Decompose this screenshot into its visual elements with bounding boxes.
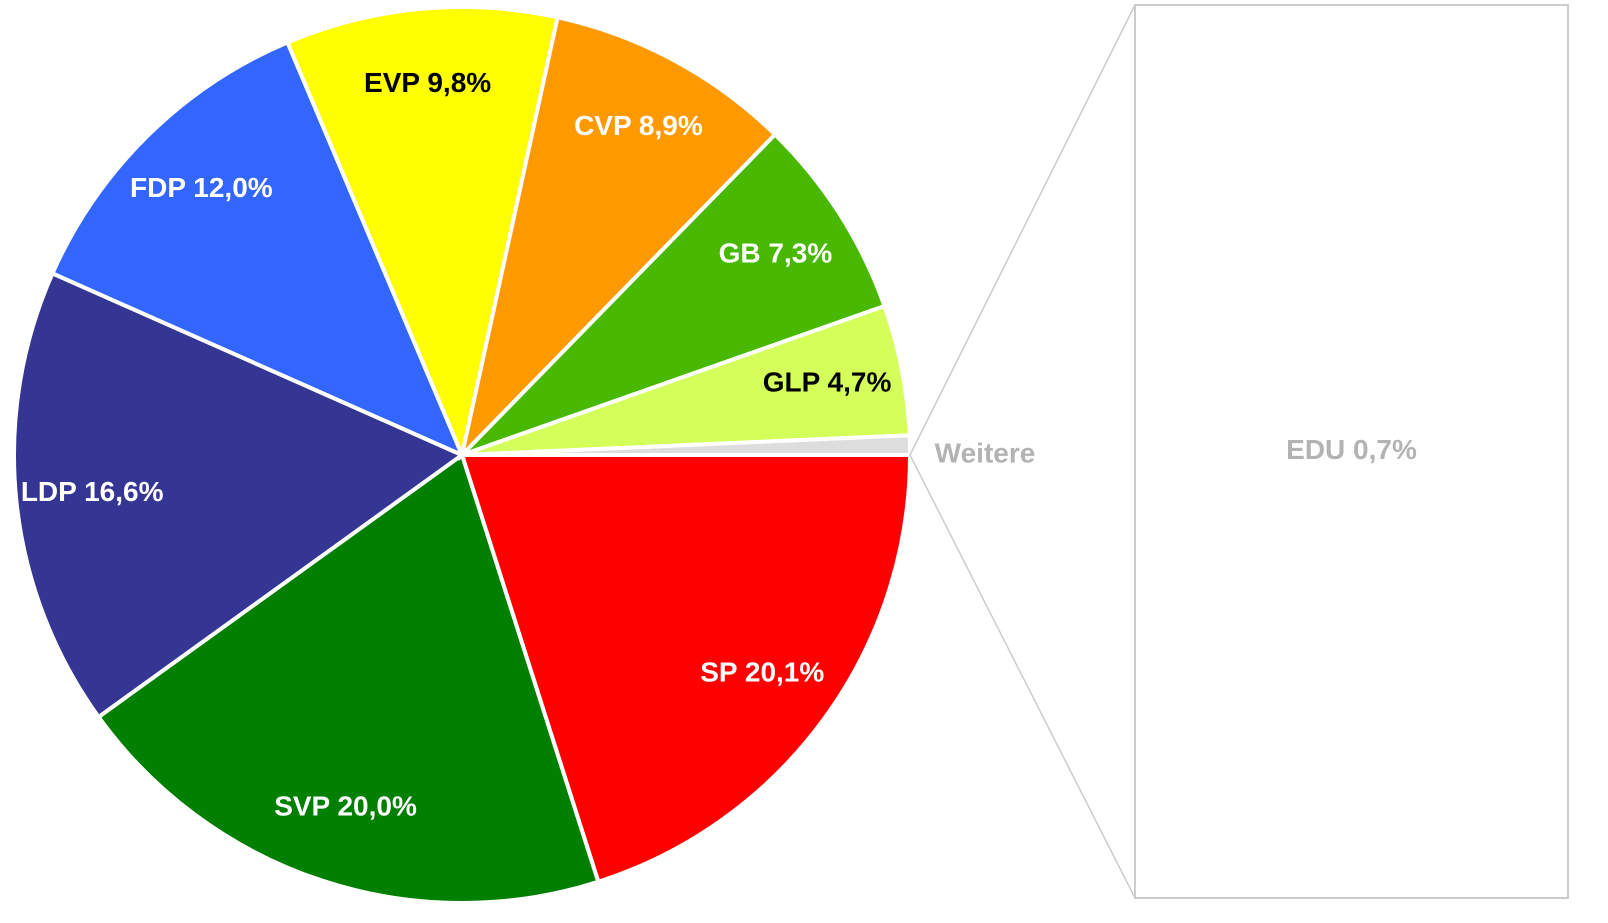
- pie-slice: [12, 270, 466, 720]
- slice-label: SVP 20,0%: [274, 791, 417, 822]
- slice-label: SP 20,1%: [700, 657, 824, 688]
- pie-slice: [49, 39, 466, 459]
- slice-label: GLP 4,7%: [763, 367, 892, 398]
- connector: [909, 454, 1136, 899]
- pie-slice: [95, 451, 601, 905]
- slice-label: EVP 9,8%: [364, 67, 491, 98]
- pie-slice: [458, 14, 778, 462]
- pie-slice: [284, 5, 560, 462]
- bar-label: EDU 0,7%: [1286, 434, 1417, 465]
- slice-label: GB 7,3%: [719, 237, 833, 268]
- slice-label: Weitere: [935, 437, 1036, 468]
- slice-label: LDP 16,6%: [21, 476, 164, 507]
- pie-slice: [459, 453, 913, 885]
- slice-label: CVP 8,9%: [574, 110, 703, 141]
- slice-label: FDP 12,0%: [130, 172, 273, 203]
- pie-slice: [460, 131, 888, 457]
- bar-segment: [1134, 4, 1569, 899]
- connector: [909, 4, 1136, 456]
